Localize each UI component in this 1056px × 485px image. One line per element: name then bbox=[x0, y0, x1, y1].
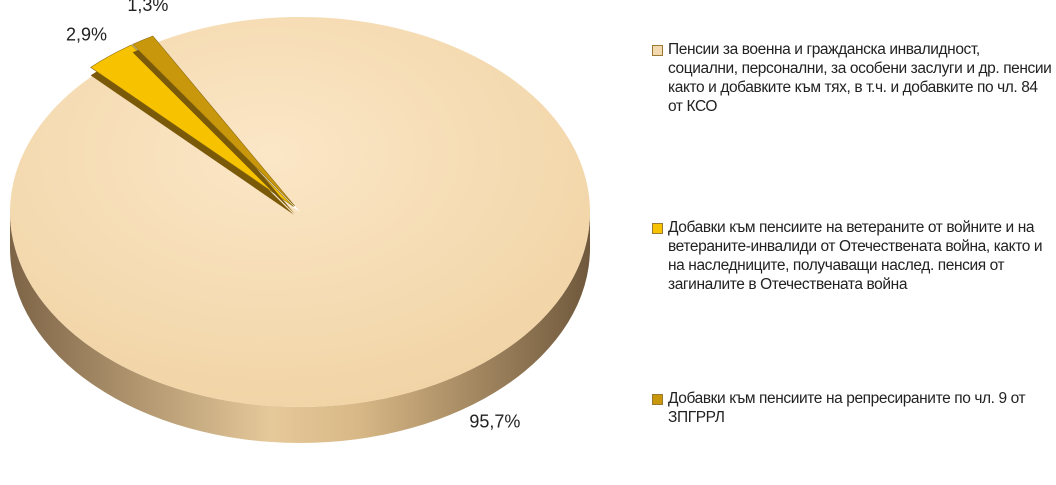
data-label: 2,9% bbox=[66, 25, 107, 45]
slice bbox=[90, 44, 294, 207]
legend-swatch bbox=[652, 45, 663, 56]
data-label: 1,3% bbox=[127, 0, 168, 15]
legend-swatch bbox=[652, 394, 663, 405]
pie-side bbox=[10, 212, 590, 443]
data-label: 95,7% bbox=[469, 411, 520, 431]
legend-item: Пенсии за военна и гражданска инвалиднос… bbox=[652, 40, 1052, 116]
legend-label: Пенсии за военна и гражданска инвалиднос… bbox=[668, 41, 1052, 115]
legend-label: Добавки към пенсиите на ветераните от во… bbox=[668, 219, 1043, 293]
legend-item: Добавки към пенсиите на репресираните по… bbox=[652, 389, 1052, 427]
legend-swatch bbox=[652, 223, 663, 234]
slice bbox=[132, 35, 295, 207]
slice-side bbox=[132, 43, 295, 215]
legend-label: Добавки към пенсиите на репресираните по… bbox=[668, 390, 1026, 426]
chart: 95,7% 2,9% 1,3% bbox=[9, 0, 591, 443]
legend-item: Добавки към пенсиите на ветераните от во… bbox=[652, 218, 1052, 294]
